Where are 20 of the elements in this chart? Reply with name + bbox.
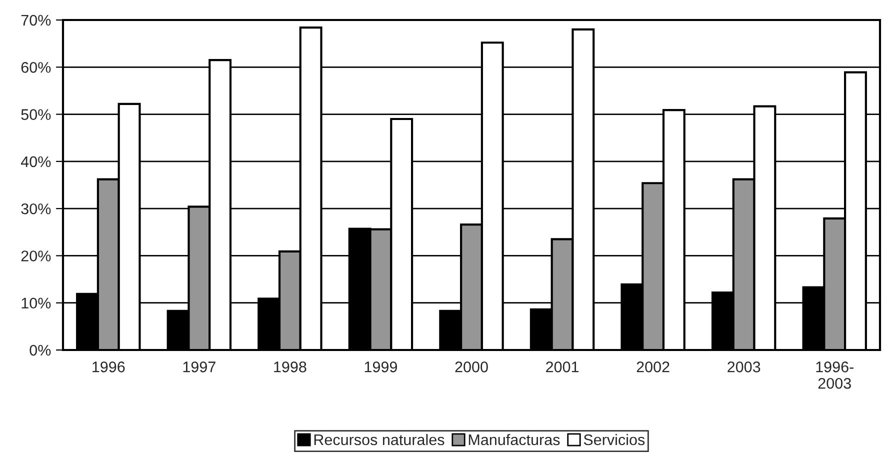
y-tick-label: 0% — [30, 344, 51, 356]
x-tick-label: 1998 — [274, 362, 306, 372]
y-tick-label: 20% — [21, 250, 51, 262]
y-tick-label: 60% — [21, 62, 51, 73]
x-tick-label: 1996- 2003 — [816, 362, 854, 389]
x-tick-label: 2002 — [636, 362, 670, 372]
x-tick-label: 2000 — [455, 362, 488, 372]
y-tick-label: 10% — [22, 298, 51, 309]
legend-label: Recursos naturales — [314, 434, 444, 446]
x-tick-label: 2001 — [546, 362, 579, 372]
legend-label: Servicios — [584, 434, 645, 446]
y-tick-label: 50% — [21, 109, 51, 120]
y-tick-label: 70% — [21, 14, 51, 26]
y-tick-label: 30% — [21, 203, 51, 214]
x-tick-label: 2003 — [728, 362, 760, 372]
x-tick-label: 1996 — [92, 362, 125, 372]
legend-label: Manufacturas — [468, 434, 560, 446]
y-tick-label: 40% — [20, 156, 51, 168]
x-tick-label: 1997 — [183, 362, 216, 372]
x-tick-label: 1999 — [364, 362, 397, 372]
